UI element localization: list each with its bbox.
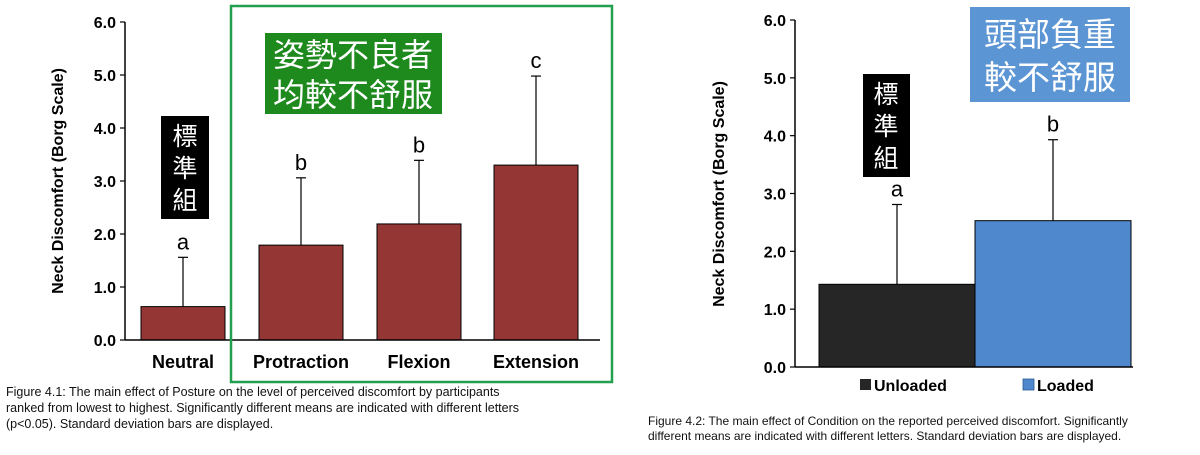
legend-swatch-loaded [1022, 378, 1035, 391]
y-tick-label: 0.0 [94, 333, 116, 350]
y-tick-label: 1.0 [764, 302, 786, 319]
poor-posture-box [265, 33, 442, 114]
bar-unloaded [818, 283, 976, 368]
y-tick-label: 5.0 [94, 68, 116, 85]
head-load-line-1: 頭部負重 [984, 15, 1116, 54]
highlight-frame [229, 4, 614, 384]
standard-group-char-2: 準 [873, 112, 898, 141]
chart-condition: 0.01.02.03.04.05.06.0 ab Neck Discomfort… [711, 7, 1133, 395]
y-tick-label: 6.0 [764, 13, 786, 30]
category-label-flexion: Flexion [387, 352, 450, 372]
standard-group-char-3: 組 [873, 144, 898, 173]
standard-group-char-1: 標 [873, 80, 898, 109]
y-tick-label: 2.0 [764, 244, 786, 261]
significance-letter-flexion: b [413, 132, 425, 157]
head-load-line-2: 較不舒服 [984, 58, 1116, 97]
y-tick-label: 3.0 [764, 187, 786, 204]
y-axis-title: Neck Discomfort (Borg Scale) [711, 81, 728, 307]
standard-group-box [161, 116, 209, 219]
category-label-extension: Extension [493, 352, 579, 372]
standard-group-char-1: 標 [172, 122, 197, 151]
poor-posture-line-2: 均較不舒服 [273, 76, 433, 114]
bar-protraction [258, 244, 344, 341]
standard-group-box [863, 74, 910, 177]
poor-posture-line-1: 姿勢不良者 [273, 36, 433, 74]
standard-group-char-3: 組 [172, 186, 197, 215]
legend-swatch-unloaded [860, 379, 871, 390]
y-tick-labels: 0.0 1.0 2.0 3.0 4.0 5.0 6.0 [764, 13, 795, 377]
caption-line: Figure 4.1: The main effect of Posture o… [6, 385, 500, 399]
error-bars [892, 139, 1058, 285]
standard-group-char-2: 準 [172, 154, 197, 183]
caption-line: different means are indicated with diffe… [648, 429, 1122, 443]
bars [818, 220, 1132, 368]
caption-line: (p<0.05). Standard deviation bars are di… [6, 417, 274, 431]
y-tick-label: 1.0 [94, 280, 116, 297]
y-tick-label: 2.0 [94, 227, 116, 244]
figure-caption-4-1: Figure 4.1: The main effect of Posture o… [6, 384, 616, 432]
x-category-labels: Neutral Protraction Flexion Extension [152, 352, 579, 372]
legend-label-loaded: Loaded [1037, 378, 1094, 395]
y-tick-label: 3.0 [94, 174, 116, 191]
bar-flexion [376, 223, 462, 341]
significance-letter-unloaded: a [891, 176, 904, 201]
legend-label-unloaded: Unloaded [874, 378, 947, 395]
bar-loaded [974, 220, 1132, 368]
y-tick-labels: 0.0 1.0 2.0 3.0 4.0 5.0 6.0 [94, 15, 125, 350]
significance-letter-extension: c [531, 48, 542, 73]
head-load-box [970, 7, 1130, 102]
chart-posture: 0.0 1.0 2.0 3.0 4.0 5.0 6.0 a b b c Neutral Protra… [50, 4, 614, 384]
caption-line: Figure 4.2: The main effect of Condition… [648, 414, 1128, 428]
significance-letter-loaded: b [1047, 112, 1059, 137]
caption-line: ranked from lowest to highest. Significa… [6, 401, 520, 415]
y-tick-label: 6.0 [94, 15, 116, 32]
y-axis-title: Neck Discomfort (Borg Scale) [50, 68, 67, 294]
significance-letters: a b b c [177, 48, 542, 254]
significance-letter-protraction: b [295, 150, 307, 175]
bar-neutral [140, 306, 226, 341]
figure-caption-4-2: Figure 4.2: The main effect of Condition… [648, 414, 1198, 444]
y-tick-label: 4.0 [764, 129, 786, 146]
significance-letters: ab [891, 112, 1059, 202]
bar-extension [493, 164, 579, 341]
y-tick-label: 0.0 [764, 360, 786, 377]
y-tick-label: 4.0 [94, 121, 116, 138]
error-bars [178, 75, 541, 307]
category-label-protraction: Protraction [253, 352, 349, 372]
y-tick-label: 5.0 [764, 71, 786, 88]
significance-letter-neutral: a [177, 229, 190, 254]
category-label-neutral: Neutral [152, 352, 214, 372]
